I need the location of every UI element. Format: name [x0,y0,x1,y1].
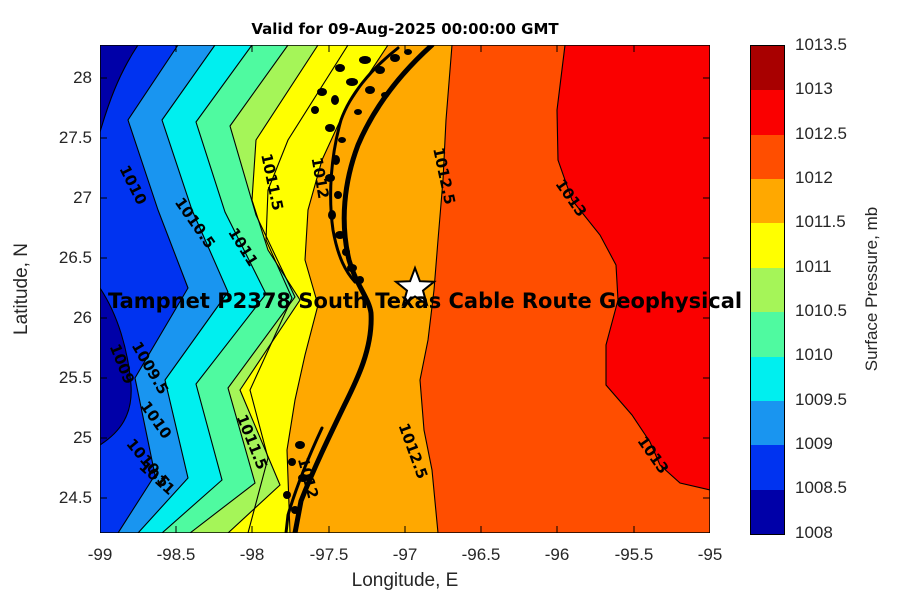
colorbar-tick-label: 1009 [795,434,833,453]
colorbar-tick-label: 1012.5 [795,124,847,143]
colorbar-tick-label: 1008.5 [795,478,847,497]
colorbar-tick-label: 1011.5 [795,212,846,231]
coastal-islands [283,49,412,514]
y-tick-label: 25 [73,428,92,447]
colorbar-band [751,489,784,534]
colorbar-tick-label: 1012 [795,168,833,187]
x-tick-label: -98.5 [156,545,196,564]
colorbar-tick-label: 1010.5 [795,301,847,320]
colorbar-tick-label: 1010 [795,345,833,364]
colorbar-band [751,312,784,357]
contour-map-svg [100,45,710,533]
colorbar-band [751,400,784,446]
x-tick-label: -95 [697,545,723,564]
colorbar-band [751,46,784,91]
x-tick-label: -98 [239,545,265,564]
y-tick-label: 28 [73,68,92,87]
y-tick-label: 24.5 [58,488,92,507]
colorbar-tick-label: 1011 [795,257,832,276]
colorbar-band [751,179,784,224]
y-tick-label: 27.5 [58,128,92,147]
colorbar-band [751,445,784,490]
map-plot-area[interactable]: 1010 1010.5 1011 1011.5 1012 1012.5 1013… [100,45,742,533]
x-tick-label: -95.5 [614,545,654,564]
x-tick-label: -96 [544,545,570,564]
contour-lines [117,45,710,533]
colorbar-tick-label: 1009.5 [795,390,847,409]
colorbar-tick-label: 1013 [795,79,833,98]
x-tick-label: -97.5 [309,545,349,564]
colorbar-band [751,90,784,135]
x-tick-label: -97 [392,545,418,564]
colorbar-title: Surface Pressure, mb [862,206,881,372]
x-tick-label: -99 [87,545,113,564]
y-tick-label: 26 [73,308,92,327]
colorbar [750,45,785,535]
x-axis-label: Longitude, E [351,570,459,591]
colorbar-tick-label: 1008 [795,523,833,542]
y-tick-label: 27 [73,188,92,207]
y-tick-label: 25.5 [58,368,92,387]
axis-tick-marks [100,45,710,533]
y-tick-label: 26.5 [58,248,92,267]
plot-title: Valid for 09-Aug-2025 00:00:00 GMT [251,20,559,38]
colorbar-band [751,356,784,401]
colorbar-tick-label: 1013.5 [795,35,847,54]
route-annotation: Tampnet P2378 South Texas Cable Route Ge… [108,289,743,313]
x-tick-label: -96.5 [461,545,501,564]
colorbar-band [751,223,784,268]
colorbar-band [751,134,784,180]
colorbar-band [751,267,784,313]
y-axis-label: Latitude, N [11,243,32,335]
star-marker [393,265,437,307]
